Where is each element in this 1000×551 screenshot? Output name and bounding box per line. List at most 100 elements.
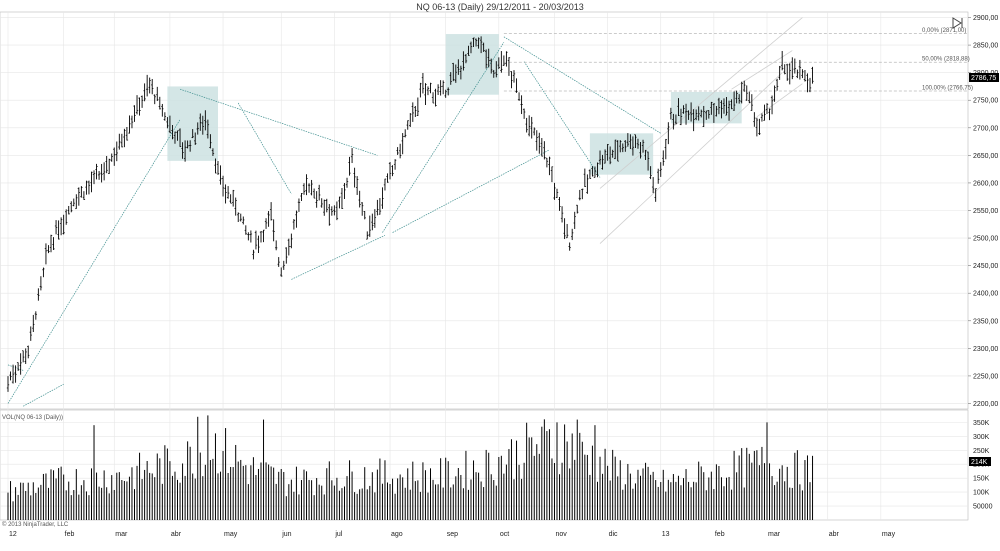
trend-line [237, 102, 292, 195]
price-bar [583, 168, 587, 187]
price-bar [530, 116, 533, 139]
price-bar [770, 95, 774, 115]
fibonacci-levels: 0,00% (2871,00) 50,00% (2818,88) 100,00% (… [503, 28, 973, 91]
price-bar [434, 88, 437, 107]
price-bar [464, 53, 468, 64]
price-bar [123, 128, 126, 148]
price-bar [462, 51, 465, 71]
price-bar [209, 134, 212, 149]
volume-tick-label: 350K [973, 420, 990, 427]
price-bar [62, 214, 65, 235]
price-bar [67, 205, 70, 215]
price-bar [616, 140, 619, 162]
price-bar [305, 174, 308, 196]
price-bar [553, 182, 556, 200]
fib-label: 50,00% (2818,88) [922, 57, 970, 63]
last-volume-badge: 214K [969, 457, 991, 466]
price-bar [482, 42, 485, 52]
time-tick-label: mar [115, 531, 128, 538]
price-bar [707, 110, 711, 119]
price-bar [82, 191, 86, 200]
price-bar [603, 149, 607, 164]
price-bar [21, 350, 25, 363]
price-bar [441, 80, 445, 95]
price-bar [226, 186, 230, 199]
price-bar [9, 371, 12, 381]
price-bar [682, 105, 685, 114]
price-bar [555, 188, 559, 199]
price-tick-label: 2200,00 [973, 401, 998, 408]
price-bar [629, 134, 632, 150]
price-bar [355, 176, 359, 195]
price-bar [765, 103, 769, 114]
grid-lines [0, 12, 968, 520]
last-price-badge: 2786,75 [969, 73, 999, 82]
price-bar [272, 219, 275, 242]
price-bar [745, 85, 748, 101]
price-bar [578, 189, 581, 201]
price-tick-label: 2250,00 [973, 373, 998, 380]
price-bar [543, 141, 546, 160]
price-bar [565, 223, 569, 239]
price-bar [118, 133, 121, 150]
price-bar [373, 209, 377, 228]
time-tick-label: abr [171, 531, 182, 538]
price-bar [611, 149, 614, 158]
price-bar [459, 65, 463, 80]
price-bar [158, 96, 161, 110]
price-bar [806, 73, 809, 93]
price-tick-label: 2750,00 [973, 98, 998, 105]
price-bar [758, 118, 761, 135]
price-bar [667, 122, 670, 145]
price-bar [743, 80, 746, 92]
price-bar [568, 242, 571, 251]
price-bar [183, 140, 187, 162]
price-bar [90, 171, 93, 193]
time-tick-label: sep [447, 531, 458, 538]
price-bar [732, 91, 736, 111]
price-tick-label: 2700,00 [973, 125, 998, 132]
price-bar [687, 110, 690, 120]
price-bar [320, 198, 323, 208]
price-bar [247, 232, 250, 241]
price-bar [148, 77, 151, 94]
price-bar [330, 206, 334, 216]
price-bar [27, 345, 30, 359]
price-bar [199, 113, 202, 131]
price-bar [748, 91, 751, 104]
price-bar [100, 163, 103, 183]
time-tick-label: feb [65, 531, 75, 538]
price-bar [512, 70, 516, 83]
price-bar [287, 238, 291, 256]
price-bar [786, 63, 789, 81]
price-bar [161, 103, 164, 117]
price-bar [249, 230, 253, 243]
price-bar [780, 50, 784, 71]
price-bar [130, 115, 134, 129]
copyright-text: © 2013 NinjaTrader, LLC [2, 521, 69, 528]
price-bar [576, 204, 579, 214]
chart-title: NQ 06-13 (Daily) 29/12/2011 - 20/03/2013 [416, 2, 584, 12]
price-bar [608, 146, 612, 165]
price-bar [664, 138, 667, 160]
scroll-to-end-icon[interactable] [952, 17, 963, 29]
trend-line [7, 119, 181, 404]
price-tick-label: 2650,00 [973, 153, 998, 160]
price-bar [368, 215, 371, 237]
price-bar [237, 212, 240, 223]
price-bar [505, 51, 508, 67]
price-bar [295, 210, 298, 228]
price-bar [722, 98, 726, 114]
price-bar [467, 45, 470, 56]
price-bar [533, 127, 536, 136]
price-bar [300, 193, 303, 201]
price-bar [773, 85, 776, 102]
price-bar [396, 147, 399, 155]
price-bar [788, 63, 791, 85]
price-bar [262, 229, 265, 243]
price-bar [497, 57, 501, 70]
price-bar [280, 267, 283, 277]
time-axis: 12 feb mar abr may jun jul ago sep oct nov dic 13 feb… [9, 531, 896, 538]
price-bar [702, 105, 705, 127]
